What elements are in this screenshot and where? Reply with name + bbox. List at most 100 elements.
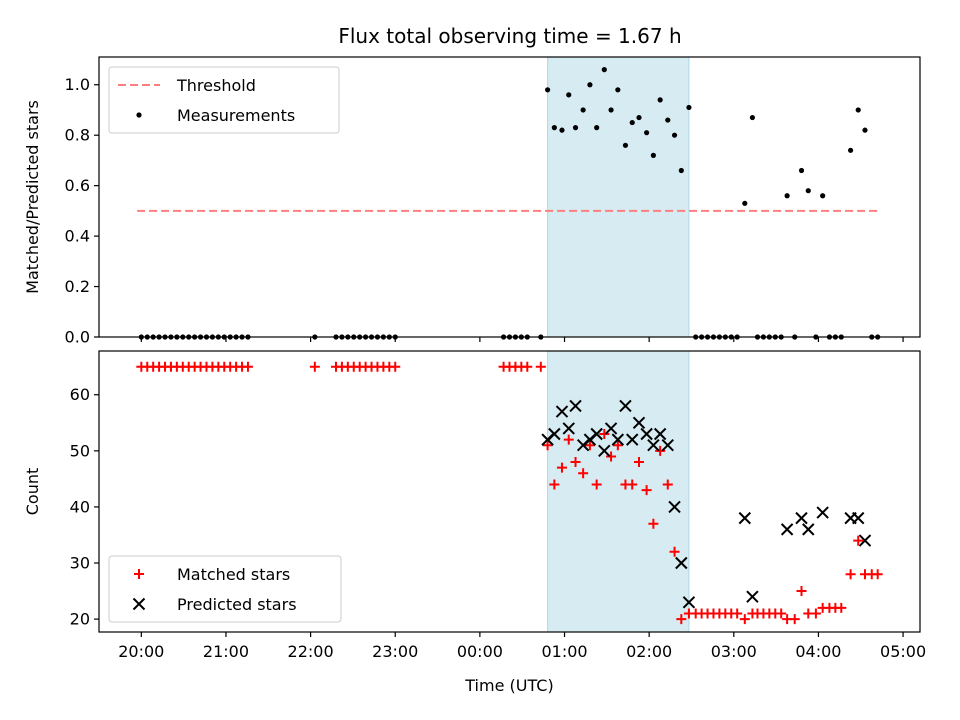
data-point <box>742 200 748 206</box>
y-tick-label: 0.2 <box>65 277 90 296</box>
data-point <box>622 142 629 148</box>
data-point <box>789 614 800 625</box>
y-tick-label: 20 <box>70 610 90 629</box>
data-point <box>599 429 610 440</box>
legend-dot <box>136 112 142 118</box>
legend-label: Matched stars <box>177 565 290 584</box>
legend-label: Predicted stars <box>177 595 297 614</box>
data-point <box>662 479 673 490</box>
data-point <box>604 422 618 435</box>
data-point <box>671 132 678 138</box>
data-point <box>591 479 602 490</box>
shaded-interval <box>547 350 690 633</box>
data-point <box>644 130 650 136</box>
data-point <box>862 127 868 133</box>
data-point <box>570 457 581 468</box>
data-point <box>732 608 743 619</box>
data-point <box>627 479 638 490</box>
legend-box <box>108 555 342 623</box>
x-axis-label: Time (UTC) <box>464 676 553 695</box>
x-tick-label: 22:00 <box>288 642 334 661</box>
data-point <box>650 152 656 158</box>
data-point <box>776 608 787 619</box>
data-point <box>802 523 815 536</box>
axes-frame <box>98 56 921 338</box>
data-point <box>309 361 320 372</box>
data-point <box>798 167 805 174</box>
data-point <box>580 107 586 113</box>
data-point <box>242 361 253 372</box>
data-point <box>852 511 865 525</box>
data-point <box>810 608 821 619</box>
top-panel: 0.0 0.2 0.4 0.6 0.8 1.0 Matched/Predicted star… <box>23 56 921 347</box>
data-point <box>584 440 595 451</box>
data-point <box>738 511 752 525</box>
data-point <box>615 87 621 93</box>
chart-title: Flux total observing time = 1.67 h <box>338 24 681 48</box>
data-point <box>739 614 750 625</box>
y-tick-label: 40 <box>70 497 90 516</box>
legend: Threshold Measurements <box>108 66 340 134</box>
x-tick-label: 03:00 <box>711 642 757 661</box>
data-point <box>847 147 854 153</box>
data-point <box>820 193 826 199</box>
data-point <box>780 523 794 536</box>
data-point <box>548 427 561 441</box>
x-tick-label: 02:00 <box>626 642 672 661</box>
y-tick-label: 0.0 <box>65 328 90 347</box>
data-point <box>653 427 667 441</box>
x-tick-label: 04:00 <box>795 642 841 661</box>
data-point <box>629 119 635 126</box>
data-point <box>606 451 617 462</box>
data-point <box>641 485 652 496</box>
y-tick-label: 0.4 <box>65 227 90 246</box>
data-point <box>611 433 625 446</box>
data-point <box>572 125 579 131</box>
y-axis-label: Count <box>23 468 42 516</box>
bottom-panel: 20 30 40 50 60 20:00 21:00 22:00 23:00 00:00 01:00… <box>23 350 926 695</box>
data-point <box>578 468 589 479</box>
shaded-interval <box>547 56 690 338</box>
data-point <box>648 518 659 529</box>
data-point <box>632 416 646 429</box>
data-point <box>587 82 593 88</box>
data-point <box>636 114 642 121</box>
data-point <box>657 97 663 103</box>
data-point <box>746 590 759 603</box>
data-point <box>872 569 883 580</box>
legend-box <box>108 66 340 134</box>
data-point <box>836 602 847 613</box>
data-point <box>665 117 671 123</box>
data-point <box>562 422 575 435</box>
data-point <box>858 534 872 547</box>
data-point <box>845 569 856 580</box>
y-tick-label: 0.8 <box>65 126 90 145</box>
data-point <box>686 104 692 111</box>
data-point <box>594 125 600 131</box>
data-point <box>805 188 811 194</box>
data-point <box>542 440 553 451</box>
data-point <box>626 433 639 446</box>
data-point <box>668 500 681 514</box>
data-point <box>551 125 557 131</box>
data-point <box>647 439 660 452</box>
data-point <box>601 67 607 73</box>
data-point <box>816 506 829 519</box>
data-point <box>640 427 653 441</box>
data-point <box>853 535 864 546</box>
x-tick-label: 05:00 <box>880 642 926 661</box>
data-point <box>784 193 790 199</box>
data-point <box>566 92 572 98</box>
data-point <box>549 479 560 490</box>
data-point <box>390 361 401 372</box>
x-tick-label: 00:00 <box>457 642 503 661</box>
legend-marker <box>134 569 144 579</box>
legend-label: Measurements <box>177 106 295 125</box>
data-point <box>590 427 603 441</box>
legend-label: Threshold <box>176 76 256 95</box>
data-point <box>563 434 574 445</box>
axes-frame <box>98 350 921 633</box>
y-tick-label: 0.6 <box>65 176 90 195</box>
x-tick-label: 20:00 <box>118 642 164 661</box>
